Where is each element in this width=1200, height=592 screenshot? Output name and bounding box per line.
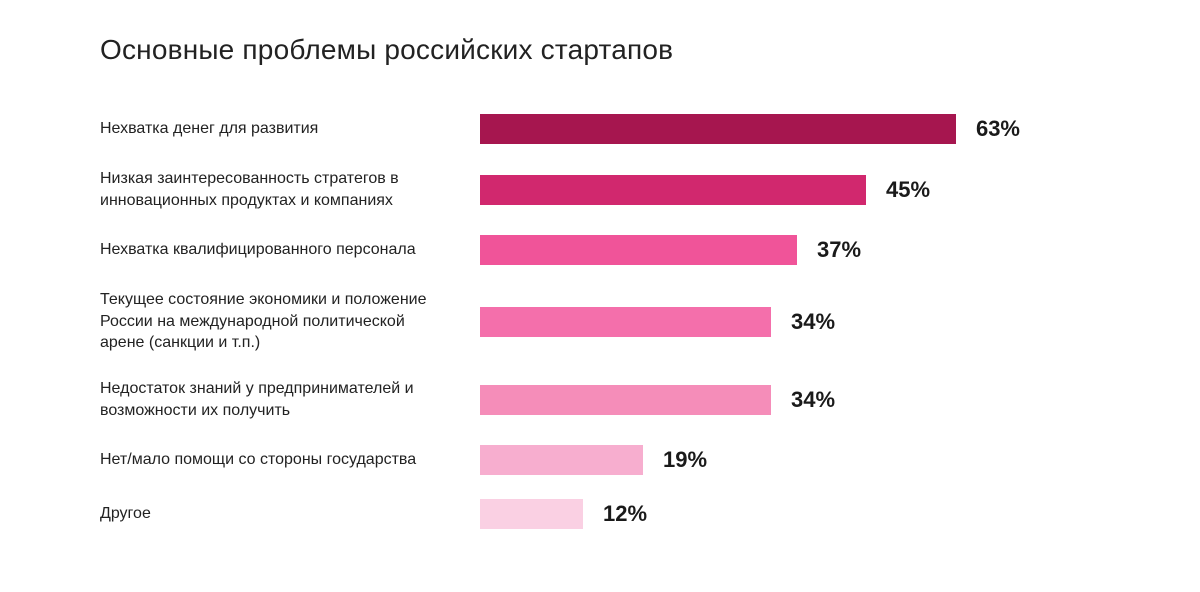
bar xyxy=(480,445,643,475)
bar-label: Текущее состояние экономики и положение … xyxy=(100,289,480,354)
bar-track: 34% xyxy=(480,307,1020,337)
bar xyxy=(480,499,583,529)
bar-value: 34% xyxy=(791,387,835,413)
bar-track: 19% xyxy=(480,445,1020,475)
bar-label: Нет/мало помощи со стороны государства xyxy=(100,449,480,471)
bar-value: 19% xyxy=(663,447,707,473)
bar-value: 63% xyxy=(976,116,1020,142)
bar-value: 37% xyxy=(817,237,861,263)
chart-container: Основные проблемы российских стартапов Н… xyxy=(0,0,1200,529)
bar-row: Нехватка квалифицированного персонала 37… xyxy=(100,235,1120,265)
bar xyxy=(480,307,771,337)
bar-label: Другое xyxy=(100,503,480,525)
bar-row: Нехватка денег для развития 63% xyxy=(100,114,1120,144)
bar-row: Нет/мало помощи со стороны государства 1… xyxy=(100,445,1120,475)
bar xyxy=(480,235,797,265)
bar-row: Текущее состояние экономики и положение … xyxy=(100,289,1120,354)
bar-value: 34% xyxy=(791,309,835,335)
bar-value: 45% xyxy=(886,177,930,203)
bar xyxy=(480,175,866,205)
bar-row: Другое 12% xyxy=(100,499,1120,529)
bar-track: 63% xyxy=(480,114,1020,144)
bar xyxy=(480,114,956,144)
chart-title: Основные проблемы российских стартапов xyxy=(100,34,1120,66)
bar xyxy=(480,385,771,415)
bar-label: Нехватка денег для развития xyxy=(100,118,480,140)
bar-row: Недостаток знаний у предпринимателей и в… xyxy=(100,378,1120,421)
bar-track: 34% xyxy=(480,385,1020,415)
bar-track: 45% xyxy=(480,175,1020,205)
bar-track: 37% xyxy=(480,235,1020,265)
bar-label: Недостаток знаний у предпринимателей и в… xyxy=(100,378,480,421)
bar-value: 12% xyxy=(603,501,647,527)
bar-label: Низкая заинтересованность стратегов в ин… xyxy=(100,168,480,211)
bar-label: Нехватка квалифицированного персонала xyxy=(100,239,480,261)
bar-row: Низкая заинтересованность стратегов в ин… xyxy=(100,168,1120,211)
bar-track: 12% xyxy=(480,499,1020,529)
